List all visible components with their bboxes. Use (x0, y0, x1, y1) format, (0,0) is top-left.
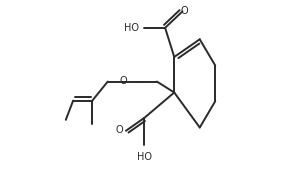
Text: HO: HO (124, 23, 139, 33)
Text: O: O (119, 76, 127, 86)
Text: O: O (180, 6, 188, 16)
Text: O: O (116, 125, 124, 135)
Text: HO: HO (137, 152, 152, 162)
